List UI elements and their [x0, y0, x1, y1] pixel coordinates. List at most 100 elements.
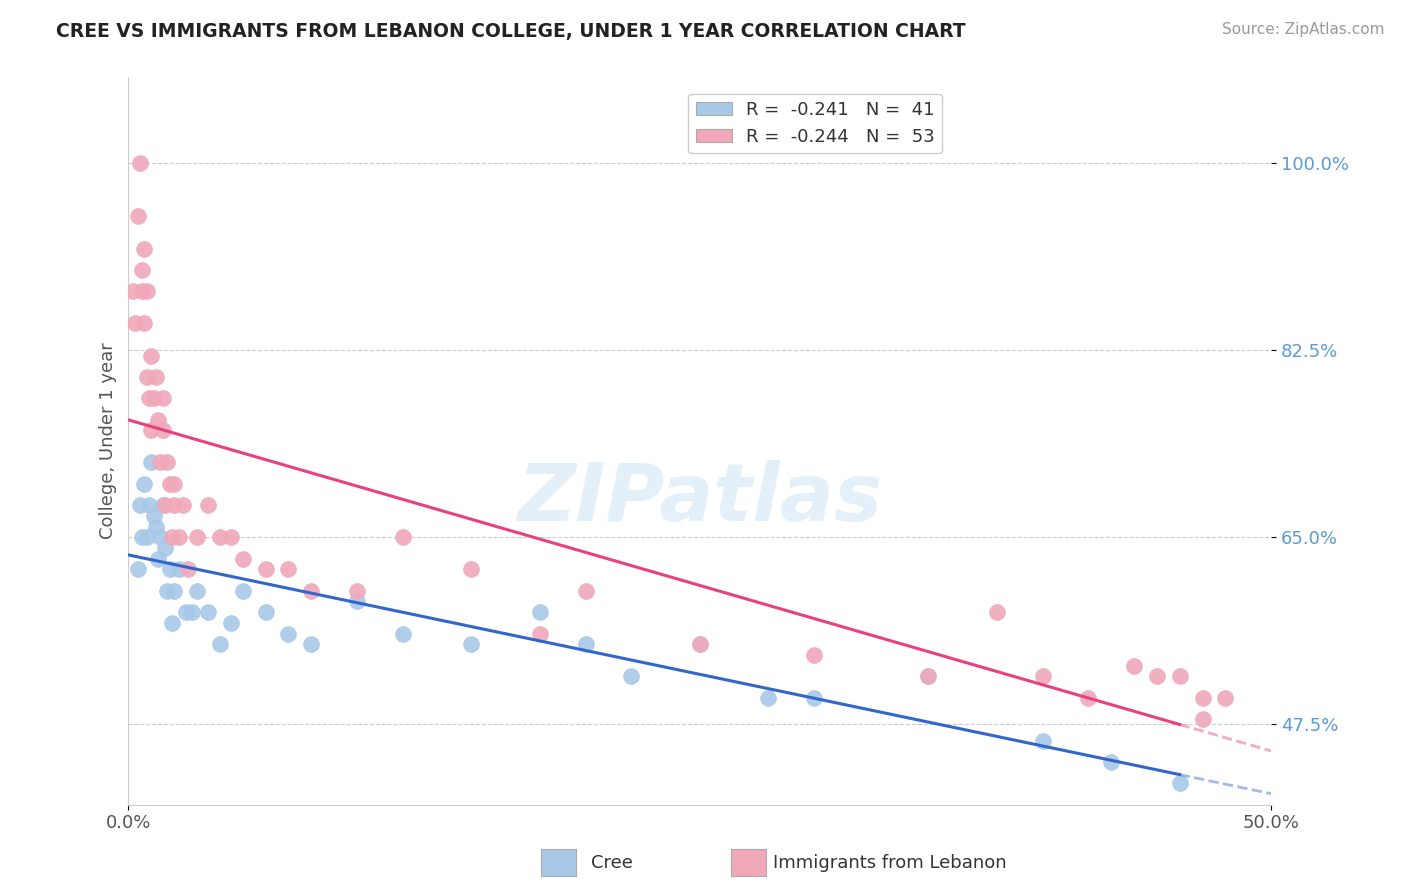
Point: [131, 263, 153, 277]
Point: [803, 690, 825, 705]
Point: [689, 637, 711, 651]
Point: [149, 455, 172, 469]
Point: [163, 476, 186, 491]
Point: [160, 530, 183, 544]
Text: ZIPatlas: ZIPatlas: [517, 460, 883, 538]
Point: [134, 317, 156, 331]
Point: [122, 285, 145, 299]
Text: Immigrants from Lebanon: Immigrants from Lebanon: [773, 855, 1007, 872]
Point: [152, 498, 174, 512]
Point: [689, 637, 711, 651]
Point: [803, 648, 825, 662]
Point: [142, 392, 165, 406]
Point: [299, 637, 322, 651]
Point: [134, 476, 156, 491]
Point: [153, 498, 176, 512]
Point: [141, 349, 163, 363]
Text: CREE VS IMMIGRANTS FROM LEBANON COLLEGE, UNDER 1 YEAR CORRELATION CHART: CREE VS IMMIGRANTS FROM LEBANON COLLEGE,…: [56, 22, 966, 41]
Point: [277, 562, 299, 576]
Text: Source: ZipAtlas.com: Source: ZipAtlas.com: [1222, 22, 1385, 37]
Point: [127, 562, 149, 576]
Point: [1191, 712, 1213, 726]
Point: [221, 615, 243, 630]
Point: [1191, 690, 1213, 705]
Point: [156, 455, 179, 469]
Point: [574, 637, 596, 651]
Point: [1215, 690, 1237, 705]
Point: [138, 498, 160, 512]
Point: [141, 455, 163, 469]
Point: [574, 583, 596, 598]
Point: [299, 583, 322, 598]
Point: [145, 370, 167, 384]
Point: [142, 508, 165, 523]
Point: [346, 583, 368, 598]
Point: [277, 626, 299, 640]
Point: [391, 626, 413, 640]
Point: [1032, 733, 1054, 747]
Point: [529, 626, 551, 640]
Point: [129, 156, 152, 170]
Point: [756, 690, 779, 705]
Point: [145, 519, 167, 533]
Point: [1077, 690, 1099, 705]
Point: [124, 317, 146, 331]
Point: [172, 498, 194, 512]
Point: [1099, 755, 1122, 769]
Point: [254, 605, 277, 619]
Point: [163, 583, 186, 598]
Point: [1032, 669, 1054, 683]
Point: [134, 242, 156, 256]
Point: [254, 562, 277, 576]
Point: [153, 541, 176, 555]
Point: [177, 562, 200, 576]
Point: [1146, 669, 1168, 683]
Point: [135, 285, 157, 299]
Point: [346, 594, 368, 608]
Point: [186, 530, 208, 544]
Point: [1123, 658, 1146, 673]
Point: [135, 370, 157, 384]
Point: [221, 530, 243, 544]
Point: [159, 476, 181, 491]
Point: [167, 530, 190, 544]
Point: [135, 530, 157, 544]
Legend: R =  -0.241   N =  41, R =  -0.244   N =  53: R = -0.241 N = 41, R = -0.244 N = 53: [689, 94, 942, 153]
Point: [152, 392, 174, 406]
Point: [917, 669, 939, 683]
Point: [917, 669, 939, 683]
Point: [131, 530, 153, 544]
Point: [141, 423, 163, 437]
Point: [232, 583, 254, 598]
Point: [620, 669, 643, 683]
Point: [197, 498, 219, 512]
Point: [174, 605, 197, 619]
Point: [181, 605, 204, 619]
Point: [529, 605, 551, 619]
Point: [156, 583, 179, 598]
Point: [208, 637, 231, 651]
Point: [460, 637, 482, 651]
Point: [163, 498, 186, 512]
Point: [129, 498, 152, 512]
Point: [167, 562, 190, 576]
Point: [1168, 669, 1191, 683]
Point: [131, 285, 153, 299]
Point: [986, 605, 1008, 619]
Point: [148, 551, 170, 566]
Point: [1168, 776, 1191, 790]
Point: [152, 423, 174, 437]
Text: Cree: Cree: [591, 855, 633, 872]
Point: [138, 392, 160, 406]
Y-axis label: College, Under 1 year: College, Under 1 year: [100, 343, 117, 540]
Point: [197, 605, 219, 619]
Point: [159, 562, 181, 576]
Point: [391, 530, 413, 544]
Point: [127, 210, 149, 224]
Point: [186, 583, 208, 598]
Point: [149, 530, 172, 544]
Point: [148, 412, 170, 426]
Point: [160, 615, 183, 630]
Point: [208, 530, 231, 544]
Point: [460, 562, 482, 576]
